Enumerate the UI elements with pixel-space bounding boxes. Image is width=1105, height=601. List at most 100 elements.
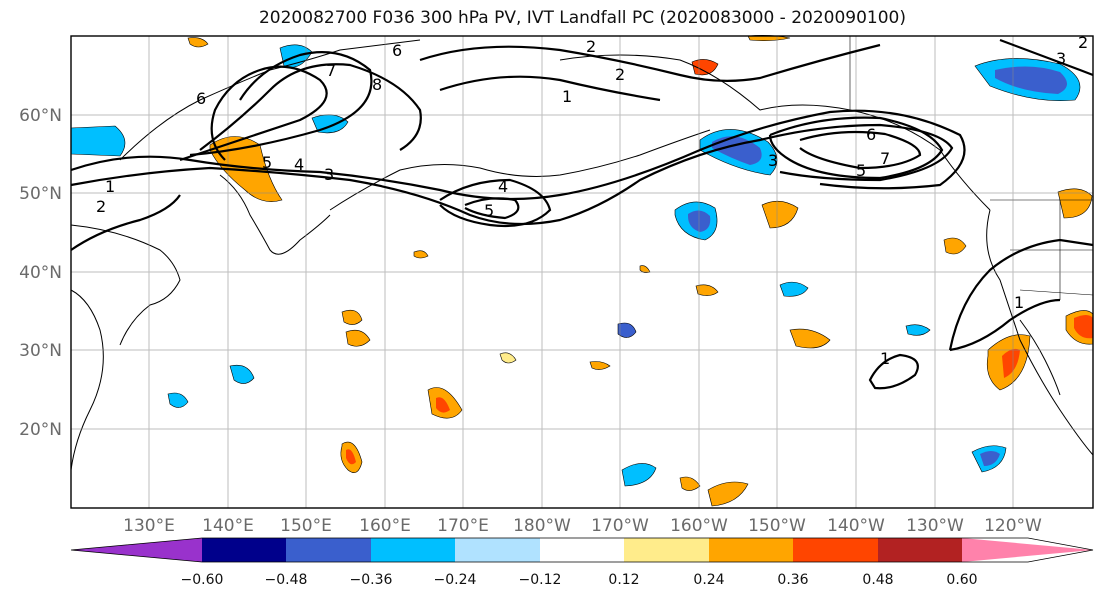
contour-label: 6 (866, 125, 876, 144)
colorbar-swatch (709, 538, 793, 562)
pos-patch-c15 (499, 352, 517, 364)
colorbar-extend-min (71, 538, 202, 562)
lat-label: 20°N (19, 420, 62, 440)
colorbar-swatch (286, 538, 371, 562)
neg-patch-s3 (905, 324, 931, 336)
coast-baja (1019, 319, 1061, 396)
colorbar-tick: 0.36 (777, 572, 808, 588)
neg-patch-alaska-core (712, 136, 762, 165)
colorbar-ticks: −0.60 −0.48 −0.36 −0.24 −0.12 0.12 0.24 … (181, 572, 978, 588)
colorbar-tick: −0.12 (519, 572, 562, 588)
colorbar-extend-max (962, 538, 1093, 562)
contour-label: 6 (196, 89, 206, 108)
map-title: 2020082700 F036 300 hPa PV, IVT Landfall… (258, 8, 906, 28)
contour-label: 3 (324, 165, 334, 184)
contour-loop-central (439, 178, 552, 228)
coast-japan (219, 174, 331, 255)
coast-asia-mainland (70, 289, 104, 471)
colorbar-tick: −0.36 (350, 572, 393, 588)
pos-patch-c2 (1057, 188, 1093, 219)
neg-patch-s7-core (980, 451, 1000, 466)
colorbar-tick: −0.48 (265, 572, 308, 588)
colorbar-tick: −0.24 (434, 572, 477, 588)
contour-label: 5 (262, 153, 272, 172)
contour-label: 1 (105, 177, 115, 196)
colorbar-swatch (540, 538, 624, 562)
neg-patch-s5 (167, 392, 189, 408)
contour-loop-central-in (464, 197, 520, 220)
contour-label: 6 (392, 41, 402, 60)
contour-north-2 (439, 75, 661, 102)
contour-sw-small (868, 353, 919, 390)
contour-ne (999, 38, 1094, 77)
pos-patch-c1 (761, 200, 799, 229)
contour-label: 2 (96, 197, 106, 216)
colorbar-tick: 0.48 (862, 572, 893, 588)
lon-label: 140°W (827, 516, 885, 536)
pos-patch-n1 (187, 37, 209, 48)
pos-patch-c8-core (436, 397, 450, 413)
lat-label: 40°N (19, 263, 62, 283)
pos-patch-c14 (589, 361, 611, 370)
pos-patch-c10-core (1074, 315, 1093, 339)
lon-label: 160°W (670, 516, 728, 536)
contour-label: 4 (498, 177, 508, 196)
gridlines (71, 36, 1093, 508)
pos-patch-c9-core (1002, 348, 1020, 378)
contour-ridge-5 (199, 63, 422, 151)
contour-label: 5 (856, 161, 866, 180)
pos-patch-c12 (707, 481, 749, 507)
colorbar-tick: −0.60 (181, 572, 224, 588)
lon-label: 150°W (748, 516, 806, 536)
contour-east-loop-2 (949, 298, 1061, 352)
lon-label: 180°W (513, 516, 571, 536)
contour-ridge-2 (70, 123, 954, 226)
neg-patch-s2 (617, 322, 637, 338)
colorbar-swatch (793, 538, 878, 562)
map-frame (70, 35, 1094, 509)
lon-label: 160°E (359, 516, 411, 536)
contour-label: 4 (294, 155, 304, 174)
contour-label: 2 (1078, 33, 1088, 52)
lat-label: 30°N (19, 341, 62, 361)
lon-label: 130°W (906, 516, 964, 536)
contour-label: 2 (586, 37, 596, 56)
colorbar-swatch (371, 538, 455, 562)
longitude-labels: 130°E 140°E 150°E 160°E 170°E 180°W 170°… (123, 516, 1042, 536)
colorbar-tick: 0.60 (946, 572, 977, 588)
contour-left-1 (70, 194, 181, 251)
lon-label: 170°E (437, 516, 489, 536)
lon-label: 150°E (280, 516, 332, 536)
contour-label: 7 (326, 61, 336, 80)
colorbar-swatch (624, 538, 709, 562)
contour-label: 1 (562, 87, 572, 106)
colorbar: −0.60 −0.48 −0.36 −0.24 −0.12 0.12 0.24 … (70, 537, 1094, 588)
neg-patch-s6 (621, 463, 657, 487)
contour-label: 7 (880, 149, 890, 168)
coast-west-america (986, 209, 1094, 456)
contour-east-loop (948, 238, 1094, 351)
pos-patch-c13 (679, 476, 701, 491)
pos-patch-c5 (345, 329, 371, 347)
contour-alaska-loop (768, 116, 944, 180)
colorbar-swatch (202, 538, 286, 562)
colorbar-tick: 0.12 (608, 572, 639, 588)
coast-korea-china (70, 224, 181, 346)
contour-alaska-loop-in (799, 130, 922, 170)
pos-patch-c11-core (346, 449, 356, 465)
borders (849, 36, 1094, 300)
neg-patch-s4 (229, 364, 255, 384)
colorbar-swatch (878, 538, 962, 562)
contours (70, 38, 1094, 390)
lat-label: 50°N (19, 184, 62, 204)
lon-label: 130°E (123, 516, 175, 536)
pos-patch-c17 (413, 250, 429, 259)
contour-label: 1 (880, 349, 890, 368)
lat-label: 60°N (19, 106, 62, 126)
neg-patch-s1 (779, 281, 809, 297)
contour-ridge-3 (179, 65, 328, 162)
coast-alaska (559, 54, 991, 211)
contour-label: 8 (372, 75, 382, 94)
contour-label: 1 (1014, 293, 1024, 312)
contour-ridge-4 (189, 51, 373, 157)
